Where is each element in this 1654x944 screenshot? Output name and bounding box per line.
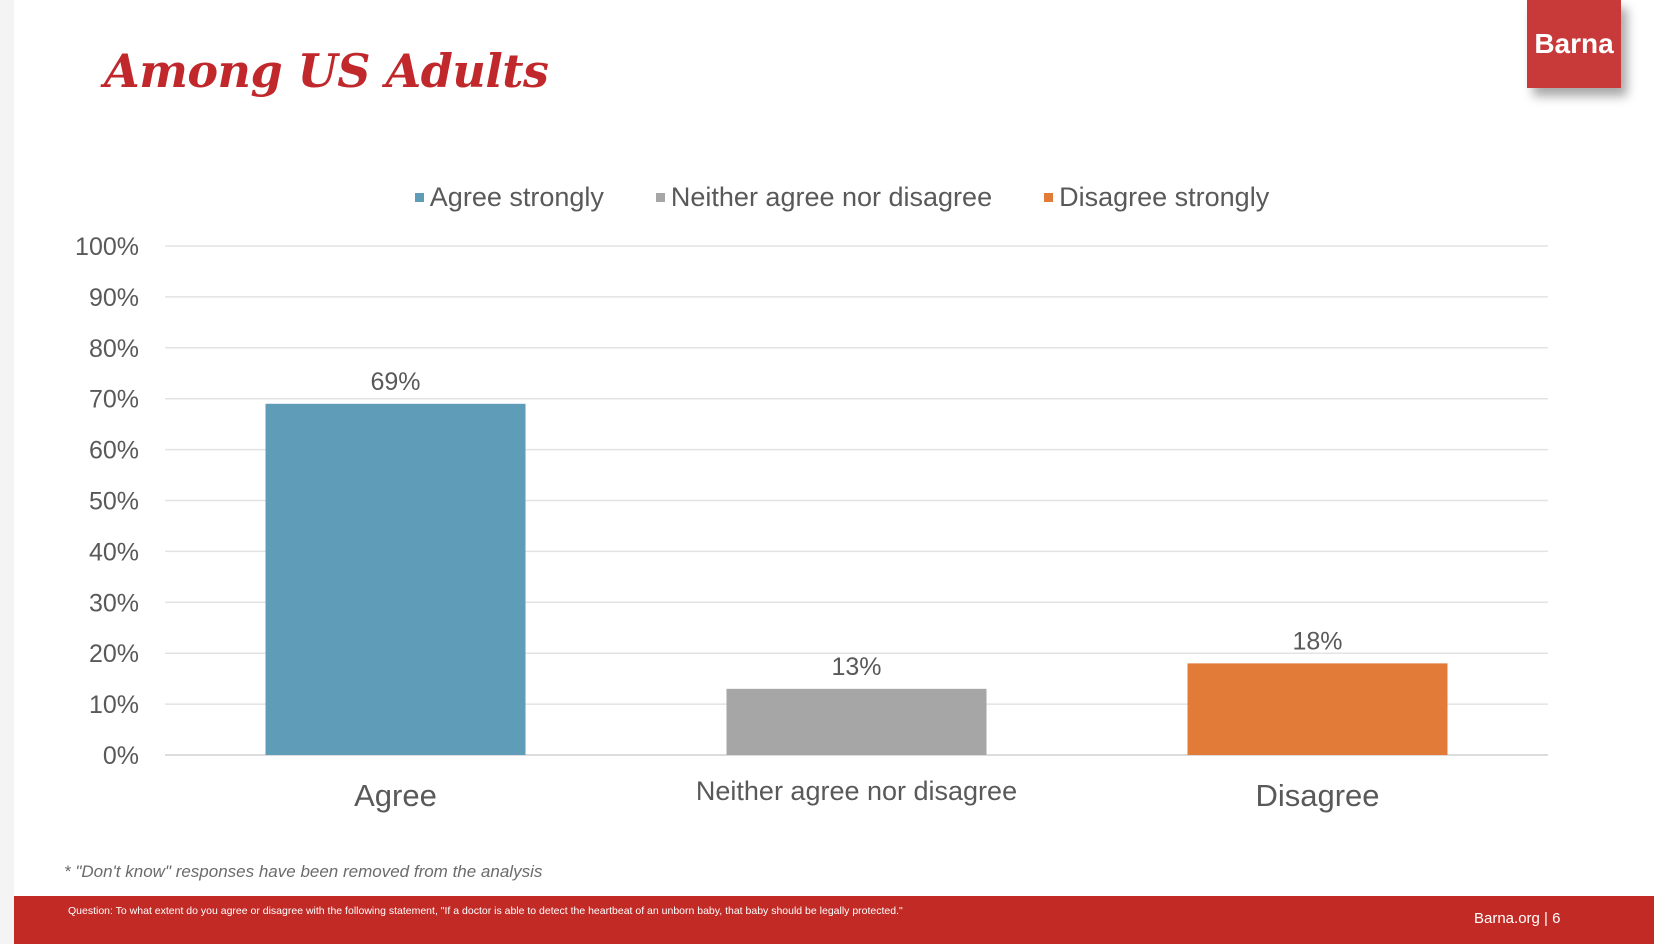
- legend-label-disagree-strongly: Disagree strongly: [1059, 182, 1270, 212]
- y-tick-label: 0%: [103, 742, 139, 770]
- y-tick-label: 70%: [89, 386, 139, 414]
- survey-question: Question: To what extent do you agree or…: [68, 905, 903, 917]
- data-label: 13%: [831, 653, 881, 681]
- slide-title: Among US Adults: [104, 44, 549, 98]
- barna-logo: Barna: [1527, 0, 1621, 88]
- legend-item-disagree-strongly: Disagree strongly: [1044, 182, 1269, 213]
- footnote: * "Don't know" responses have been remov…: [64, 862, 543, 881]
- legend-swatch-disagree-strongly: [1044, 193, 1054, 202]
- brand-logo-text: Barna: [1534, 28, 1614, 59]
- y-tick-label: 20%: [89, 640, 139, 668]
- data-label: 18%: [1292, 627, 1342, 655]
- y-tick-label: 60%: [89, 437, 139, 465]
- bar-3: [1187, 663, 1448, 755]
- y-tick-label: 40%: [89, 538, 139, 566]
- bar-2: [726, 688, 987, 755]
- legend-swatch-agree-strongly: [414, 193, 424, 202]
- slide-left-edge: [0, 0, 14, 944]
- x-category-label: Agree: [354, 778, 437, 813]
- y-tick-label: 10%: [89, 691, 139, 719]
- x-category-label: Neither agree nor disagree: [696, 776, 1017, 806]
- y-tick-label: 100%: [75, 233, 139, 261]
- footer-bar: Question: To what extent do you agree or…: [14, 896, 1654, 944]
- legend-swatch-neither: [655, 193, 665, 202]
- bar-1: [265, 403, 526, 755]
- legend-label-neither: Neither agree nor disagree: [670, 182, 993, 212]
- y-tick-label: 50%: [89, 488, 139, 516]
- chart-legend: Agree strongly Neither agree nor disagre…: [0, 182, 1654, 213]
- y-tick-label: 90%: [89, 284, 139, 312]
- y-tick-label: 80%: [89, 335, 139, 363]
- legend-item-neither: Neither agree nor disagree: [655, 182, 993, 213]
- legend-label-agree-strongly: Agree strongly: [429, 182, 604, 212]
- data-label: 69%: [370, 368, 420, 396]
- page-reference: Barna.org | 6: [1474, 910, 1561, 927]
- y-tick-label: 30%: [89, 589, 139, 617]
- legend-item-agree-strongly: Agree strongly: [414, 182, 604, 213]
- x-category-label: Disagree: [1255, 778, 1379, 813]
